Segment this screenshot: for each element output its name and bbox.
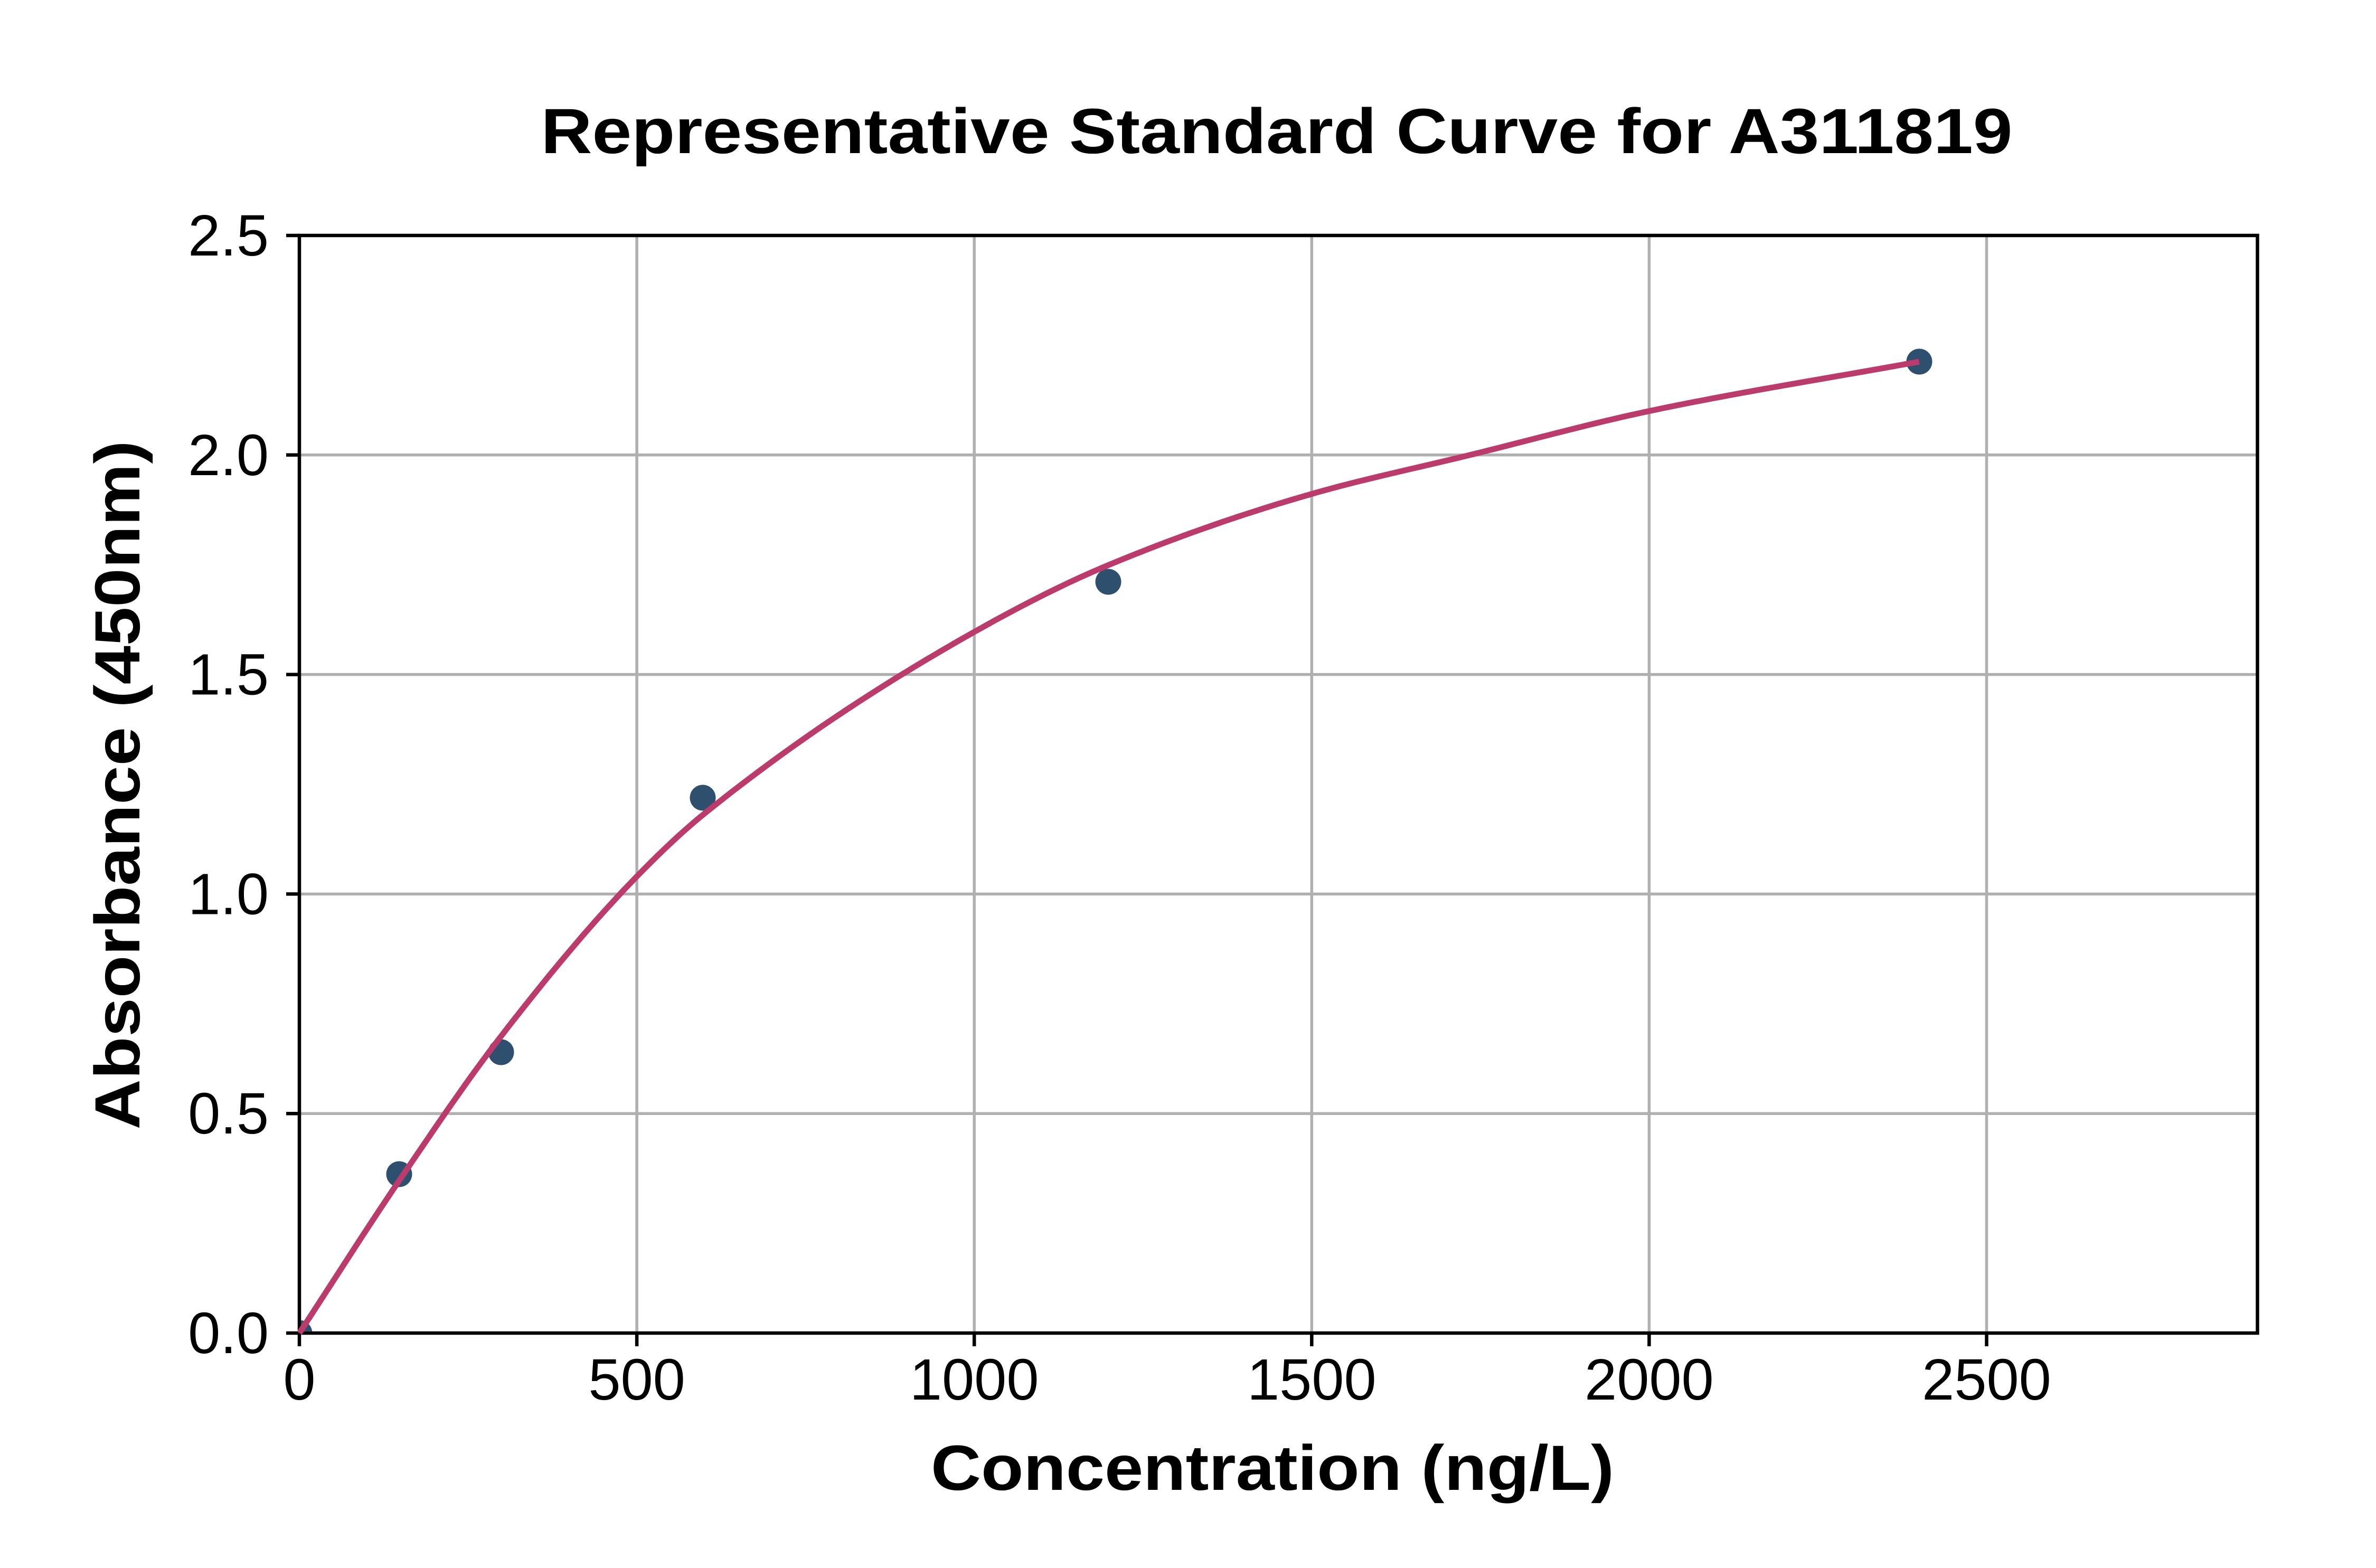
svg-text:500: 500 xyxy=(588,1347,685,1412)
svg-text:Representative Standard Curve: Representative Standard Curve for A31181… xyxy=(541,95,2013,167)
svg-text:1.5: 1.5 xyxy=(188,643,269,707)
svg-text:0: 0 xyxy=(283,1347,315,1412)
svg-text:2500: 2500 xyxy=(1922,1347,2051,1412)
svg-text:1000: 1000 xyxy=(910,1347,1039,1412)
svg-text:Absorbance (450nm): Absorbance (450nm) xyxy=(81,441,153,1130)
svg-text:2.0: 2.0 xyxy=(188,423,269,488)
svg-text:2000: 2000 xyxy=(1585,1347,1714,1412)
svg-text:1.0: 1.0 xyxy=(188,862,269,927)
svg-text:0.0: 0.0 xyxy=(188,1301,269,1366)
svg-text:1500: 1500 xyxy=(1247,1347,1376,1412)
svg-text:0.5: 0.5 xyxy=(188,1081,269,1146)
svg-text:2.5: 2.5 xyxy=(188,203,269,268)
svg-text:Concentration (ng/L): Concentration (ng/L) xyxy=(931,1432,1614,1504)
